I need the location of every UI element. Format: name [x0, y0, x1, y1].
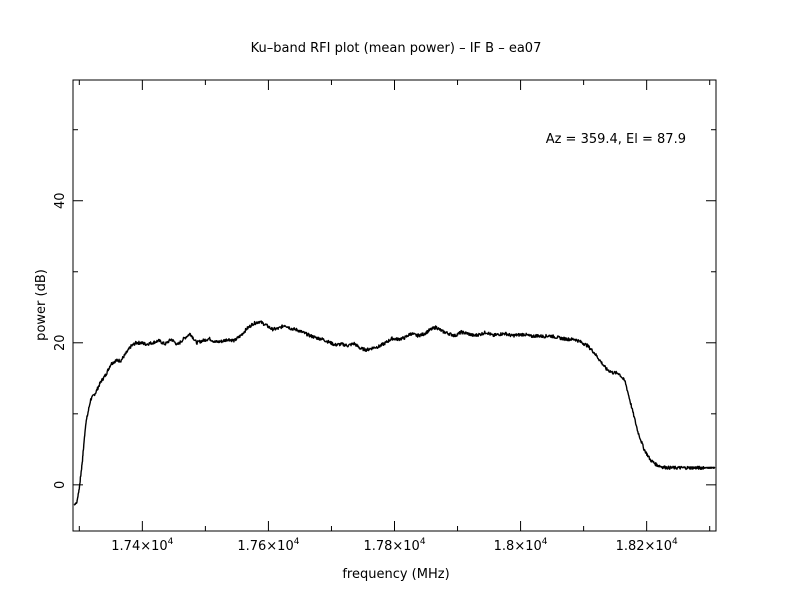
y-tick-label: 40	[53, 192, 68, 209]
axis-ticks	[73, 80, 716, 531]
plot-frame	[72, 79, 717, 532]
y-tick-label: 0	[53, 481, 68, 489]
power-series-line	[73, 320, 716, 506]
chart-title: Ku–band RFI plot (mean power) – IF B – e…	[251, 41, 542, 56]
x-tick-label: 1.76×104	[237, 537, 299, 554]
x-tick-label: 1.78×104	[363, 537, 425, 554]
x-axis-label: frequency (MHz)	[342, 567, 449, 582]
tick-labels: 1.74×104 1.76×104 1.78×104 1.8×104 1.82×104 0…	[53, 192, 678, 554]
y-axis-label: power (dB)	[34, 269, 49, 341]
x-tick-label: 1.8×104	[494, 537, 548, 554]
x-tick-label: 1.82×104	[616, 537, 678, 554]
x-tick-label: 1.74×104	[111, 537, 173, 554]
y-tick-label: 20	[53, 335, 68, 352]
az-el-annotation: Az = 359.4, El = 87.9	[546, 132, 686, 147]
